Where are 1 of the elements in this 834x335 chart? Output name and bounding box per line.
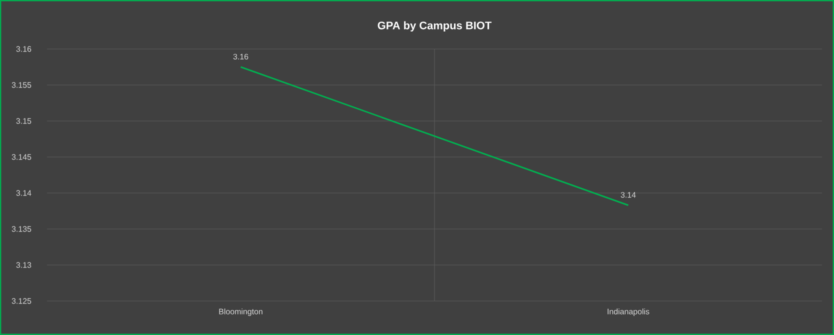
chart-title: GPA by Campus BIOT — [378, 21, 492, 32]
